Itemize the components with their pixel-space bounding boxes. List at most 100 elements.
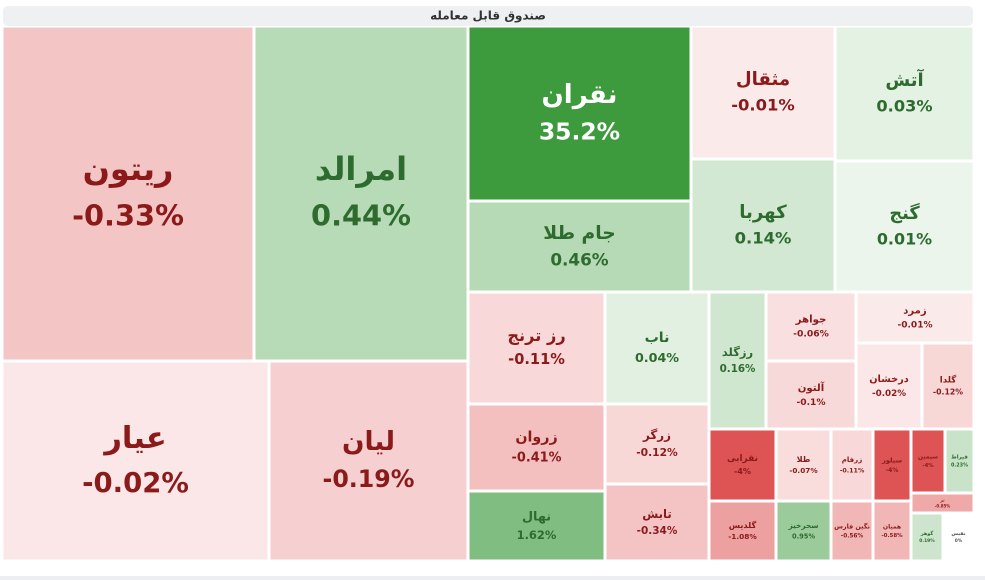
tile-value: 0% — [955, 538, 963, 544]
tile-name: رزگلد — [722, 345, 753, 359]
tile-name: گنج — [889, 202, 920, 224]
tile-value: -0.11% — [508, 351, 565, 368]
tile-value: -0.1% — [796, 398, 825, 408]
tile-name: لیان — [342, 427, 395, 457]
tile-value: -0.12% — [933, 387, 963, 396]
tile-value: 0.04% — [635, 350, 679, 365]
tile — [254, 26, 468, 361]
tile-name: آلتون — [798, 381, 825, 394]
tile-value: -0.34% — [637, 525, 678, 537]
tile-name: نگین فارس — [834, 523, 870, 531]
tile — [776, 501, 831, 561]
tile-name: ناب — [645, 330, 670, 346]
tile-name: نهال — [522, 510, 551, 525]
tile-value: -0.11% — [840, 467, 865, 474]
tile-name: نقران — [542, 80, 618, 110]
tile — [873, 501, 911, 561]
tile-name: طلا — [797, 454, 811, 464]
tile-value: 0.19% — [919, 538, 935, 544]
tile — [766, 361, 856, 429]
tile — [691, 159, 835, 292]
tile — [605, 292, 709, 404]
tile-value: -0.56% — [841, 533, 864, 539]
tile-name: مثقال — [736, 69, 790, 90]
tile-name: تابش — [642, 507, 672, 521]
tile-value: -0.02% — [872, 389, 906, 399]
title-bar — [3, 6, 973, 26]
tile — [2, 361, 269, 561]
tile-value: -0.12% — [636, 446, 678, 459]
tile-name: عیار — [102, 421, 166, 456]
tile-name: قیراط — [951, 455, 968, 461]
tile — [605, 484, 709, 561]
tile — [605, 404, 709, 484]
tile-name: گلدا — [940, 374, 957, 385]
tile-name: گلدیس — [729, 520, 757, 531]
tile-value: -0.07% — [789, 466, 818, 475]
tile-name: کهربا — [739, 202, 787, 223]
tile — [835, 161, 974, 292]
tile — [911, 493, 974, 513]
tile-name: سحرخیز — [787, 521, 818, 530]
tile — [856, 292, 974, 343]
tile-value: -0.06% — [793, 329, 829, 340]
tile-value: 1.62% — [517, 528, 557, 542]
tile-value: -0.01% — [897, 321, 932, 331]
tile-value: -0.19% — [322, 465, 414, 493]
tile-name: ریتون — [83, 150, 174, 188]
tile-name: زروان — [515, 430, 557, 446]
tile-value: 35.2% — [539, 118, 620, 146]
tile-name: همیان — [883, 524, 901, 531]
tile-name: جام طلا — [543, 223, 615, 244]
tile-name: سیمین — [918, 453, 938, 460]
tile-value: -4% — [734, 466, 751, 476]
tile — [911, 429, 945, 493]
tile-value: -0.02% — [82, 467, 189, 499]
tile — [2, 26, 254, 361]
tile — [269, 361, 468, 561]
tile — [911, 513, 943, 561]
tile — [831, 429, 873, 501]
tile-value: 0.95% — [792, 533, 815, 541]
tile — [922, 343, 974, 429]
tile — [831, 501, 873, 561]
tile-name: زرگر — [642, 428, 671, 443]
tile-name: گوهر — [920, 530, 934, 537]
tile — [468, 404, 605, 491]
tile — [468, 201, 691, 292]
tile — [856, 343, 922, 429]
tile-name: آتش — [885, 68, 924, 91]
tile-name: درخشان — [869, 374, 909, 385]
tile-name: نقرابی — [727, 454, 758, 464]
tile — [691, 26, 835, 159]
tile-value: 0.14% — [735, 229, 792, 248]
tile-value: 0.03% — [876, 96, 932, 115]
tile — [943, 513, 974, 561]
tile-name: امرالد — [315, 150, 407, 188]
tile-value: -0.85% — [935, 503, 950, 508]
tile-name: نفیس — [951, 531, 965, 537]
tile — [835, 26, 974, 161]
tile — [709, 292, 766, 429]
tile-name: تر — [939, 498, 945, 503]
tile-value: -0.33% — [72, 199, 184, 233]
tile-name: جواهر — [795, 314, 827, 325]
tile-name: زمرد — [903, 305, 927, 316]
tile-name: رز ترنج — [507, 326, 565, 345]
tile — [945, 429, 974, 493]
tile-value: -4% — [886, 467, 899, 474]
tile-value: 0.23% — [951, 463, 968, 469]
tile-value: -1.08% — [728, 532, 757, 541]
tile-value: 0.44% — [311, 199, 411, 233]
tile — [709, 501, 776, 561]
tile-value: -0.41% — [512, 451, 562, 466]
tile — [766, 292, 856, 361]
tile-value: 0.46% — [550, 250, 608, 270]
tile — [873, 429, 911, 501]
tile-value: -0.58% — [881, 533, 903, 539]
tile — [468, 292, 605, 404]
tile-value: -4% — [922, 463, 934, 469]
tile-value: -0.01% — [731, 96, 795, 115]
